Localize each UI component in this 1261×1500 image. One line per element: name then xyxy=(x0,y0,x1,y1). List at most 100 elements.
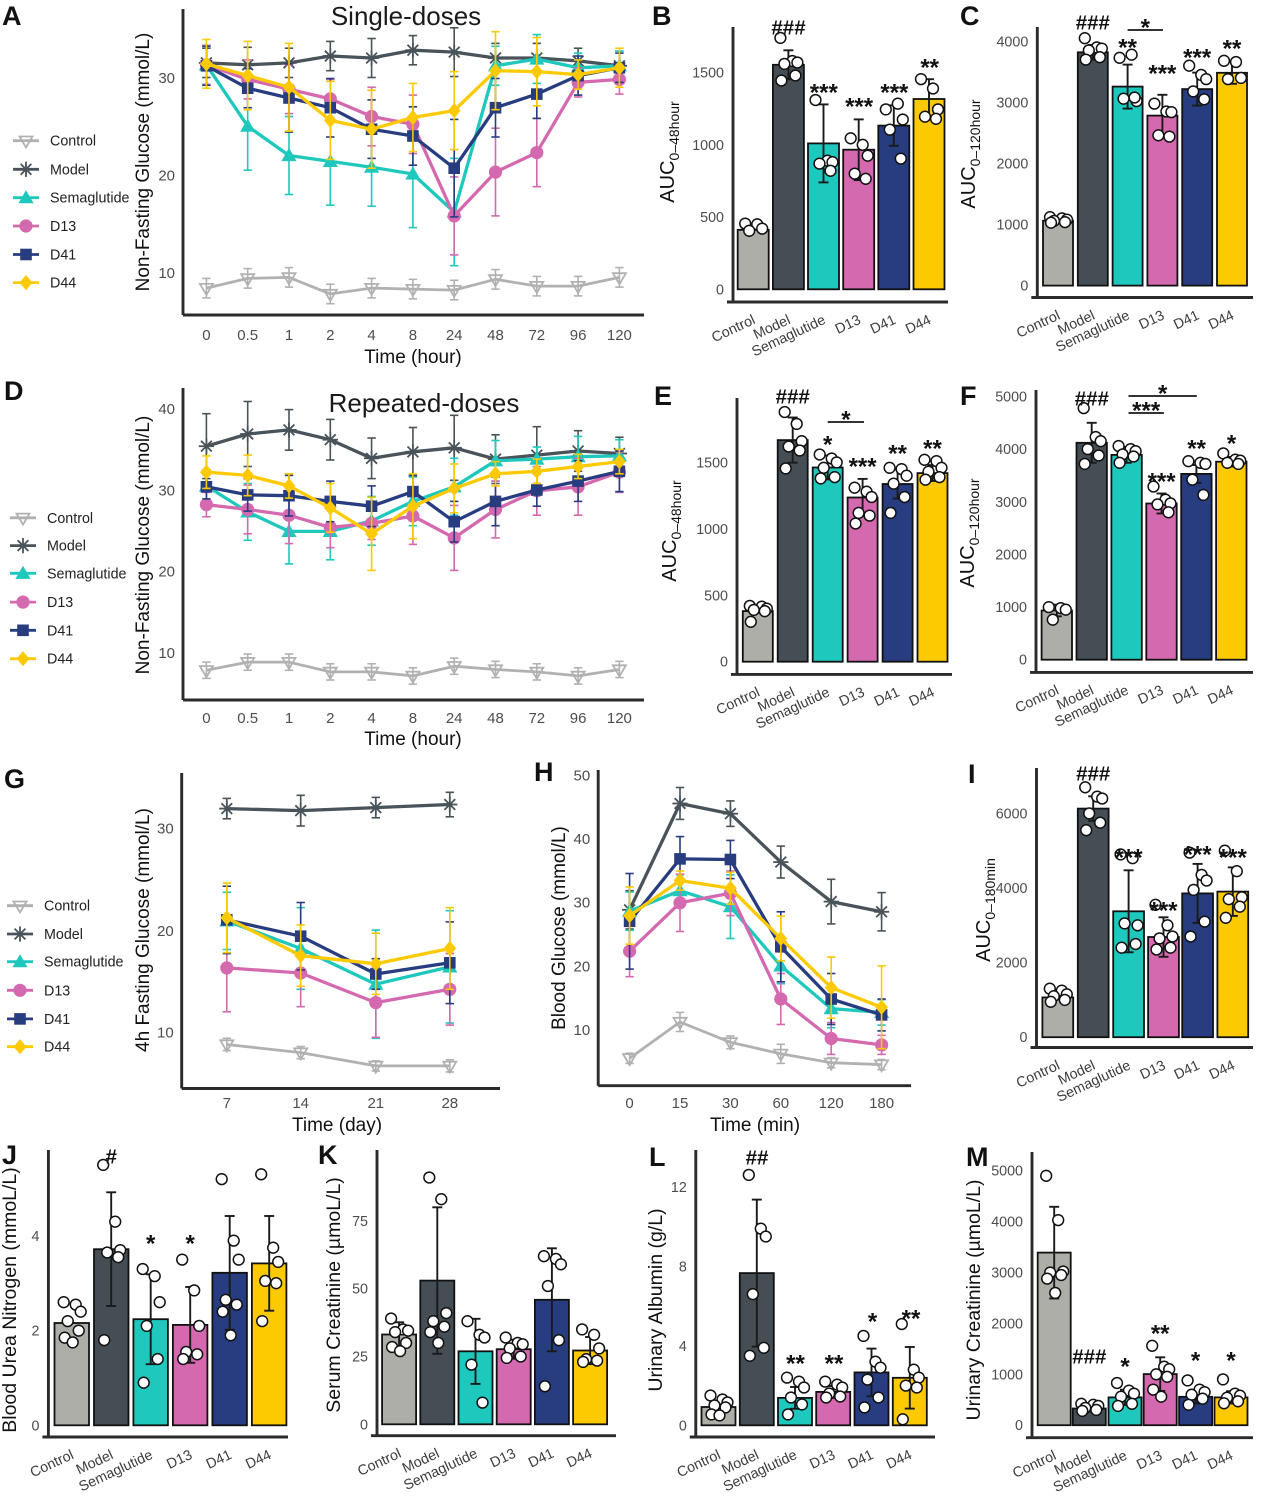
svg-text:24: 24 xyxy=(446,710,463,727)
svg-text:*: * xyxy=(841,407,851,434)
svg-text:4h Fasting Glucose (mmol/L): 4h Fasting Glucose (mmol/L) xyxy=(133,808,154,1052)
svg-text:Control: Control xyxy=(47,511,93,527)
svg-text:***: *** xyxy=(845,94,874,121)
svg-text:30: 30 xyxy=(158,483,175,500)
svg-text:1000: 1000 xyxy=(696,522,728,538)
svg-text:Time (min): Time (min) xyxy=(710,1115,800,1136)
svg-text:0: 0 xyxy=(1020,1030,1028,1046)
svg-text:120: 120 xyxy=(819,1095,844,1112)
svg-text:500: 500 xyxy=(704,588,728,604)
svg-text:1: 1 xyxy=(285,710,293,727)
svg-text:30: 30 xyxy=(722,1095,739,1112)
svg-text:0: 0 xyxy=(1020,279,1028,295)
svg-text:0: 0 xyxy=(202,327,210,344)
svg-text:D41: D41 xyxy=(44,1012,70,1028)
svg-text:10: 10 xyxy=(574,1022,591,1039)
svg-text:**: ** xyxy=(1118,35,1137,62)
svg-text:J: J xyxy=(2,1140,17,1170)
svg-text:B: B xyxy=(652,1,672,31)
svg-text:#: # xyxy=(105,1145,117,1168)
svg-text:Semaglutide: Semaglutide xyxy=(47,566,127,582)
svg-text:0: 0 xyxy=(202,710,210,727)
svg-text:6000: 6000 xyxy=(996,806,1028,822)
svg-text:**: ** xyxy=(888,441,907,468)
svg-text:*: * xyxy=(823,432,833,459)
svg-text:Single-doses: Single-doses xyxy=(331,1,481,31)
svg-text:30: 30 xyxy=(574,895,591,912)
svg-text:D41: D41 xyxy=(50,248,76,264)
svg-text:4000: 4000 xyxy=(996,881,1028,897)
svg-text:***: *** xyxy=(1148,469,1177,496)
svg-text:72: 72 xyxy=(528,710,545,727)
svg-text:60: 60 xyxy=(772,1095,789,1112)
svg-text:D44: D44 xyxy=(50,276,76,292)
svg-text:Urinary Creatinine (µmoL/L): Urinary Creatinine (µmoL/L) xyxy=(963,1180,985,1421)
svg-text:Semaglutide: Semaglutide xyxy=(50,191,130,207)
svg-text:D: D xyxy=(4,376,24,406)
svg-text:***: *** xyxy=(1148,61,1177,88)
svg-text:H: H xyxy=(534,757,554,787)
svg-text:5000: 5000 xyxy=(995,390,1027,406)
svg-text:14: 14 xyxy=(292,1095,309,1112)
svg-text:20: 20 xyxy=(574,958,591,975)
svg-text:Blood Glucose (mmol/L): Blood Glucose (mmol/L) xyxy=(549,826,570,1030)
svg-text:1000: 1000 xyxy=(991,1367,1023,1383)
svg-text:48: 48 xyxy=(487,327,504,344)
svg-text:40: 40 xyxy=(574,831,591,848)
svg-text:Repeated-doses: Repeated-doses xyxy=(329,388,520,418)
svg-text:2000: 2000 xyxy=(995,547,1027,563)
svg-text:***: *** xyxy=(880,80,909,107)
svg-text:A: A xyxy=(2,1,22,31)
svg-text:**: ** xyxy=(923,436,942,463)
svg-text:Urinary Albumin (g/L): Urinary Albumin (g/L) xyxy=(645,1208,667,1391)
svg-text:0: 0 xyxy=(716,282,724,298)
svg-text:**: ** xyxy=(1223,36,1242,63)
svg-text:4: 4 xyxy=(367,710,375,727)
svg-text:*: * xyxy=(868,1309,878,1336)
svg-text:**: ** xyxy=(920,55,939,82)
svg-text:**: ** xyxy=(1187,436,1206,463)
svg-text:Non-Fasting Glucose (mmol/L): Non-Fasting Glucose (mmol/L) xyxy=(133,33,154,292)
svg-text:*: * xyxy=(1158,381,1168,408)
svg-text:D13: D13 xyxy=(50,219,76,235)
svg-text:###: ### xyxy=(771,16,806,39)
svg-text:Time (hour): Time (hour) xyxy=(364,347,461,368)
svg-text:120: 120 xyxy=(607,710,632,727)
svg-text:30: 30 xyxy=(158,70,175,87)
svg-text:75: 75 xyxy=(352,1214,368,1230)
svg-text:1000: 1000 xyxy=(692,138,724,154)
svg-text:2: 2 xyxy=(31,1324,39,1340)
svg-text:10: 10 xyxy=(158,645,175,662)
svg-text:21: 21 xyxy=(367,1095,384,1112)
svg-text:1500: 1500 xyxy=(692,66,724,82)
svg-text:G: G xyxy=(4,764,25,794)
svg-text:4000: 4000 xyxy=(995,442,1027,458)
svg-text:2000: 2000 xyxy=(996,956,1028,972)
svg-text:0: 0 xyxy=(625,1095,633,1112)
svg-text:24: 24 xyxy=(446,327,463,344)
svg-text:1: 1 xyxy=(285,327,293,344)
svg-text:4: 4 xyxy=(31,1229,39,1245)
svg-text:3000: 3000 xyxy=(996,95,1028,111)
svg-text:2000: 2000 xyxy=(996,156,1028,172)
svg-text:**: ** xyxy=(825,1351,844,1378)
svg-text:K: K xyxy=(318,1140,338,1170)
svg-text:Non-Fasting Glucose (mmol/L): Non-Fasting Glucose (mmol/L) xyxy=(133,416,154,675)
svg-text:50: 50 xyxy=(574,767,591,784)
svg-text:40: 40 xyxy=(158,401,175,418)
svg-text:*: * xyxy=(1120,1354,1130,1381)
svg-text:20: 20 xyxy=(158,564,175,581)
svg-text:12: 12 xyxy=(671,1180,687,1196)
svg-text:***: *** xyxy=(1183,45,1212,72)
svg-text:Control: Control xyxy=(44,899,90,915)
svg-text:D44: D44 xyxy=(44,1040,70,1056)
svg-text:0: 0 xyxy=(720,655,728,671)
svg-text:*: * xyxy=(1226,1348,1236,1375)
svg-text:10: 10 xyxy=(158,265,175,282)
svg-text:3000: 3000 xyxy=(991,1266,1023,1282)
svg-text:500: 500 xyxy=(700,210,724,226)
svg-text:30: 30 xyxy=(157,821,174,838)
svg-text:25: 25 xyxy=(352,1350,368,1366)
svg-text:8: 8 xyxy=(679,1259,687,1275)
svg-text:*: * xyxy=(1191,1348,1201,1375)
